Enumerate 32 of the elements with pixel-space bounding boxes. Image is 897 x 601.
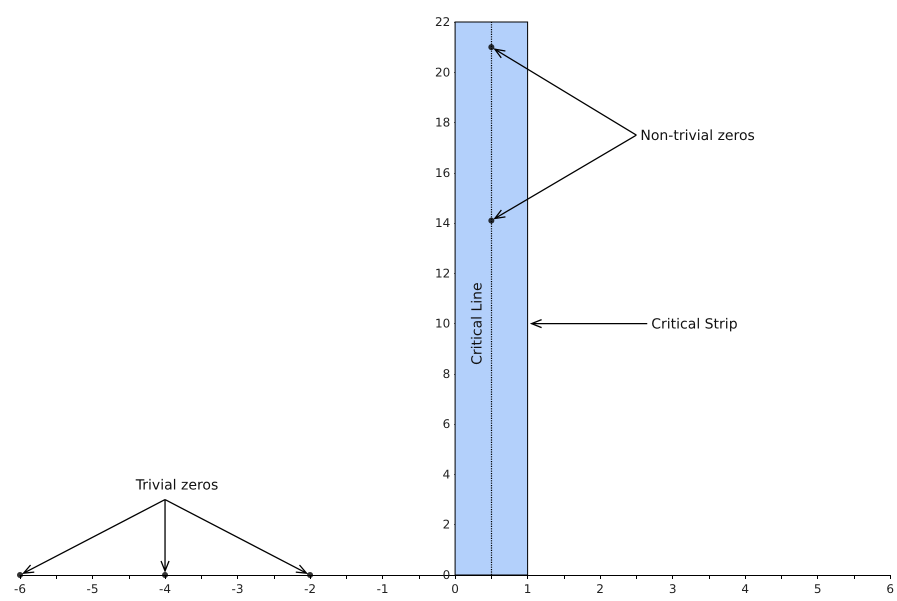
point [488,44,494,50]
ref-line-label: Critical Line [469,282,486,365]
y-tick-label: 16 [434,166,450,180]
point [307,572,314,578]
point [488,218,494,224]
y-tick-label: 14 [434,216,450,230]
x-tick-label: 3 [668,582,676,596]
y-tick-label: 18 [434,116,450,130]
x-tick-label: -3 [232,582,244,596]
x-tick-label: -2 [304,582,316,596]
x-tick-label: -6 [14,582,26,596]
point [162,572,168,578]
annotation: Critical Strip [651,316,738,333]
annotation: Trivial zeros [134,478,218,494]
x-tick-label: 6 [886,582,894,596]
x-tick-label: -1 [376,582,389,596]
x-tick-label: -4 [159,582,172,596]
y-tick-label: 6 [442,417,450,432]
y-tick-label: 20 [434,65,450,80]
y-tick-label: 10 [434,316,450,331]
x-tick-label: 0 [451,582,459,596]
x-tick-label: 4 [741,582,749,596]
y-tick-label: 4 [442,467,450,482]
y-tick-label: 22 [434,15,450,29]
x-tick-label: 1 [524,582,532,596]
x-tick-label: 5 [814,582,822,596]
y-tick-label: 2 [442,518,450,532]
annotation: Non-trivial zeros [640,128,755,144]
x-tick-label: -5 [86,582,98,596]
y-tick-label: 12 [434,266,450,280]
y-tick-label: 8 [442,366,450,381]
x-tick-label: 2 [596,582,604,596]
